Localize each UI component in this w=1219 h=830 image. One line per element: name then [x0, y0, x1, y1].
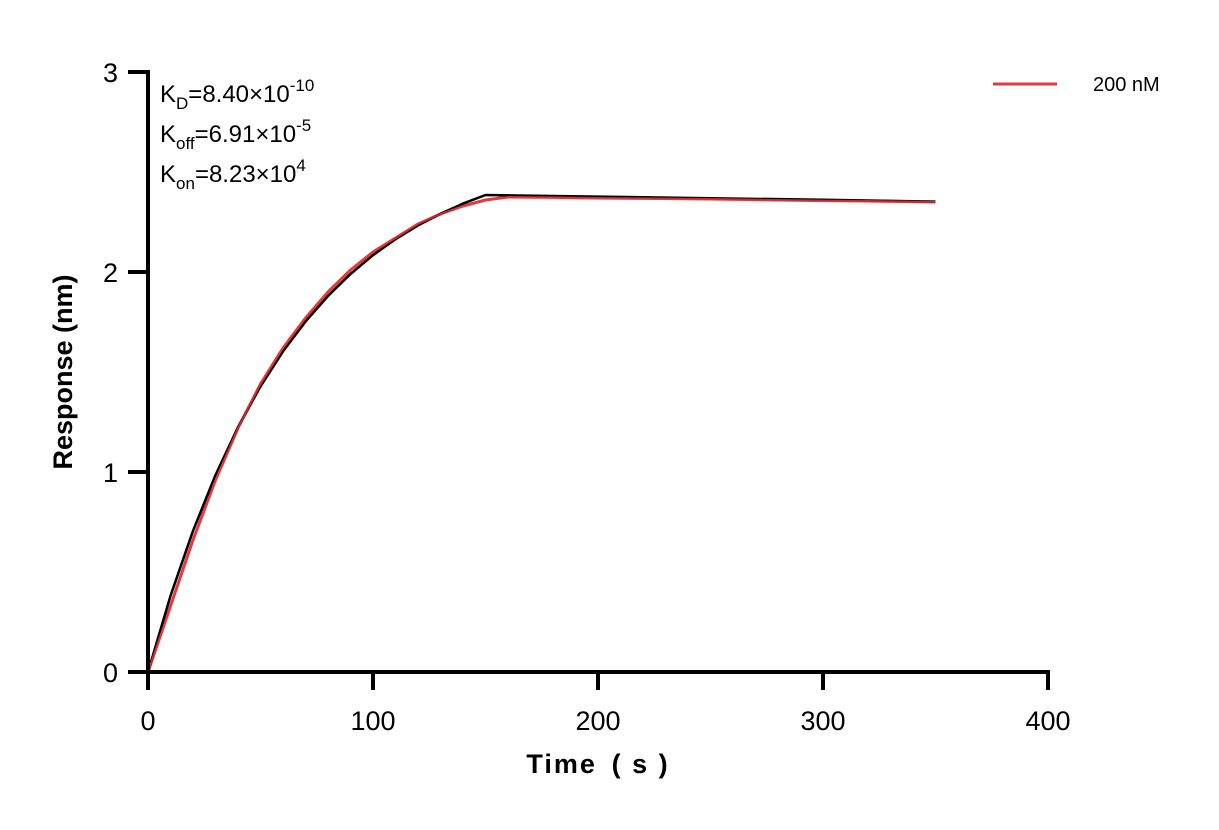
plot-area [146, 193, 936, 673]
series-line-200nM [146, 195, 936, 673]
legend: 200 nM [993, 74, 1160, 96]
kinetic-constant-on: Kon=8.23×104 [160, 156, 306, 193]
y-tick-label: 3 [103, 58, 118, 88]
x-tick-label: 200 [575, 706, 620, 736]
legend-label: 200 nM [1093, 74, 1160, 96]
x-tick-label: 400 [1025, 706, 1070, 736]
y-axis-label: Response (nm) [48, 274, 78, 469]
x-tick-label: 300 [800, 706, 845, 736]
kinetic-constant-D: KD=8.40×10-10 [160, 76, 314, 113]
y-tick-label: 1 [103, 458, 118, 488]
y-tick-label: 0 [103, 658, 118, 688]
kinetic-constant-off: Koff=6.91×10-5 [160, 116, 311, 153]
x-tick-label: 100 [350, 706, 395, 736]
axes: 0 100 200 300 400 0 1 2 3 [103, 58, 1071, 736]
y-tick-label: 2 [103, 258, 118, 288]
fit-line [146, 193, 936, 673]
x-axis-label: Time ( s ) [526, 749, 669, 779]
series-line-200nM-overlay [147, 195, 936, 673]
x-tick-label: 0 [140, 706, 155, 736]
